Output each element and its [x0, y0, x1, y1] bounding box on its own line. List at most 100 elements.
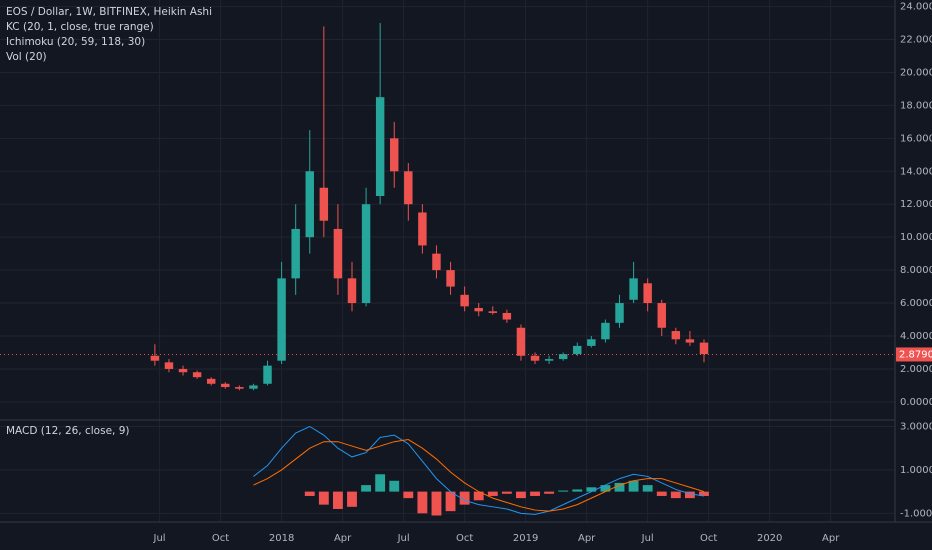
macd-histogram-bar — [403, 491, 414, 499]
x-tick-label: 2019 — [513, 533, 538, 544]
y-tick-label: 3.0000 — [900, 422, 932, 433]
candle-body — [319, 187, 329, 221]
indicator-label: MACD (12, 26, close, 9) — [6, 425, 129, 437]
y-tick-label: 0.0000 — [900, 397, 932, 408]
y-tick-label: 10.0000 — [900, 232, 932, 243]
macd-histogram-bar — [389, 480, 400, 492]
candle-body — [685, 339, 695, 343]
macd-histogram-bar — [656, 491, 667, 496]
macd-histogram-bar — [684, 491, 695, 499]
x-tick-label: Apr — [334, 533, 352, 544]
macd-line — [253, 439, 705, 512]
mark-layer — [0, 23, 895, 516]
y-tick-label: 16.0000 — [900, 133, 932, 144]
macd-histogram-bar — [417, 491, 428, 514]
macd-histogram-bar — [642, 485, 653, 492]
candle-body — [615, 303, 624, 323]
candle-body — [530, 355, 540, 361]
candle-body — [587, 339, 596, 346]
x-tick-label: Jul — [641, 533, 654, 544]
candle-body — [502, 312, 512, 320]
candle-body — [347, 278, 357, 304]
macd-histogram-bar — [628, 480, 639, 492]
macd-histogram-bar — [445, 491, 456, 512]
x-tick-label: Apr — [822, 533, 840, 544]
candle-body — [150, 355, 160, 361]
candle-body — [629, 278, 638, 300]
macd-histogram-bar — [501, 491, 512, 494]
y-tick-label: 4.0000 — [900, 331, 932, 342]
candle-body — [544, 359, 554, 361]
y-tick-label: 2.0000 — [900, 364, 932, 375]
candle-body — [192, 372, 202, 378]
candle-body — [361, 204, 371, 304]
chart-title: EOS / Dollar, 1W, BITFINEX, Heikin Ashi — [6, 6, 212, 18]
macd-histogram-bar — [375, 474, 386, 492]
macd-histogram-bar — [600, 485, 611, 492]
macd-histogram-bar — [586, 487, 597, 492]
candle-body — [516, 327, 526, 356]
candle-body — [488, 311, 498, 313]
indicator-label: KC (20, 1, close, true range) — [6, 21, 154, 33]
candle-body — [474, 308, 483, 312]
candle-body — [460, 294, 469, 307]
macd-histogram-bar — [318, 491, 329, 505]
x-tick-label: Jul — [153, 533, 166, 544]
candle-body — [446, 270, 455, 287]
macd-histogram-bar — [558, 490, 569, 492]
macd-histogram-bar — [473, 491, 484, 501]
x-tick-label: Oct — [456, 533, 473, 544]
candle-body — [277, 278, 286, 361]
y-tick-label: 24.0000 — [900, 2, 932, 13]
indicator-label: Vol (20) — [6, 51, 47, 63]
macd-histogram-bar — [699, 491, 709, 496]
y-tick-label: 8.0000 — [900, 265, 932, 276]
y-tick-label: 18.0000 — [900, 100, 932, 111]
candle-body — [164, 362, 174, 369]
x-tick-label: 2018 — [269, 533, 294, 544]
candle-body — [643, 283, 652, 304]
candle-body — [305, 171, 314, 238]
macd-line — [253, 425, 705, 515]
candle-body — [178, 368, 188, 373]
macd-histogram-bar — [459, 491, 470, 505]
macd-histogram-bar — [572, 489, 583, 492]
candle-body — [249, 385, 258, 389]
y-tick-label: 20.0000 — [900, 67, 932, 78]
macd-histogram-bar — [544, 491, 555, 494]
macd-histogram-bar — [516, 491, 526, 499]
candle-body — [418, 212, 427, 246]
y-tick-label: 22.0000 — [900, 35, 932, 46]
candle-body — [432, 253, 441, 271]
x-tick-label: 2020 — [757, 533, 782, 544]
macd-histogram-bar — [530, 491, 540, 496]
macd-histogram-bar — [670, 491, 681, 499]
candle-body — [558, 354, 568, 360]
candle-body — [601, 322, 610, 340]
candle-body — [671, 331, 681, 340]
macd-histogram-bar — [614, 482, 625, 492]
candle-body — [235, 387, 244, 389]
macd-histogram-bar — [304, 491, 315, 496]
label-layer: EOS / Dollar, 1W, BITFINEX, Heikin Ashi … — [6, 2, 932, 544]
indicator-label: Ichimoku (20, 59, 118, 30) — [6, 36, 145, 48]
candle-body — [404, 171, 413, 205]
candle-body — [263, 365, 272, 384]
x-tick-label: Oct — [700, 533, 717, 544]
candle-body — [375, 97, 385, 196]
y-tick-label: 12.0000 — [900, 199, 932, 210]
grid-layer — [0, 0, 895, 522]
macd-histogram-bar — [347, 491, 357, 507]
last-price-label: 2.8790 — [899, 349, 932, 360]
candle-body — [291, 228, 300, 279]
y-tick-label: -1.0000 — [900, 508, 932, 519]
macd-histogram-bar — [332, 491, 343, 509]
y-tick-label: 1.0000 — [900, 465, 932, 476]
candle-body — [699, 342, 709, 355]
macd-histogram-bar — [361, 485, 372, 492]
last-price-box — [896, 347, 932, 362]
candle-body — [206, 378, 216, 384]
candle-body — [390, 138, 399, 172]
